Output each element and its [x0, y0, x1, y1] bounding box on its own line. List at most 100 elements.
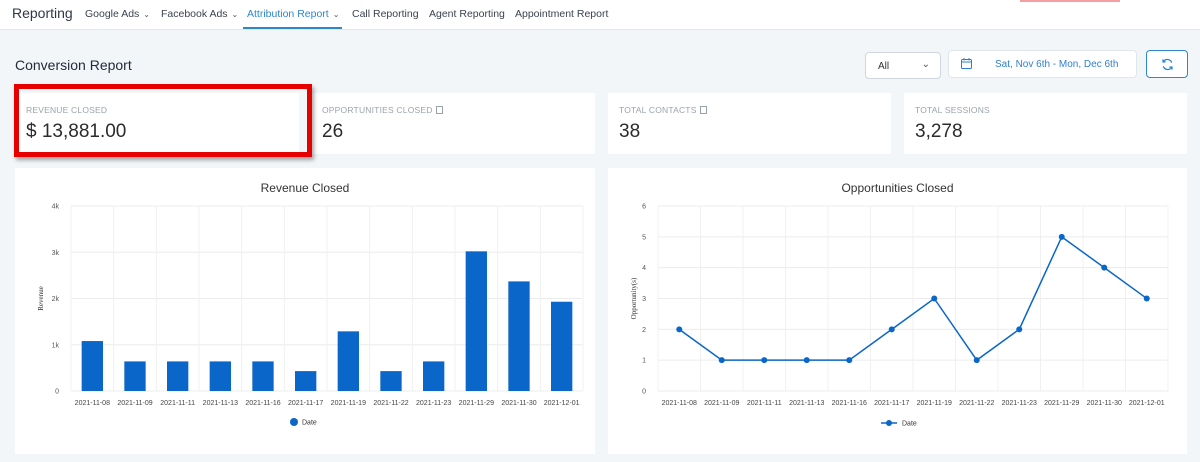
x-tick-label: 2021-11-08: [75, 400, 110, 407]
kpi-opportunities-closed: OPPORTUNITIES CLOSED 26: [311, 93, 595, 154]
filter-select[interactable]: All ⌄: [865, 52, 941, 79]
filter-select-value: All: [878, 61, 890, 72]
bar: [423, 361, 445, 391]
bar: [337, 331, 359, 391]
x-tick-label: 2021-11-11: [747, 400, 782, 407]
x-tick-label: 2021-11-09: [704, 400, 739, 407]
bar: [465, 251, 487, 391]
kpi-label-text: TOTAL SESSIONS: [915, 105, 990, 115]
kpi-label: OPPORTUNITIES CLOSED: [322, 105, 443, 115]
bar: [551, 301, 573, 391]
bar: [252, 361, 274, 391]
bar: [167, 361, 189, 391]
y-axis-label: Revenue: [37, 286, 45, 311]
y-tick-label: 3k: [52, 250, 60, 257]
x-tick-label: 2021-11-23: [416, 400, 451, 407]
legend-marker: [290, 418, 298, 426]
x-tick-label: 2021-11-17: [874, 400, 909, 407]
highlight-annotation-box: [14, 84, 312, 157]
x-tick-label: 2021-11-30: [501, 400, 536, 407]
data-point: [676, 326, 683, 333]
bar: [124, 361, 146, 391]
kpi-label: REVENUE CLOSED: [26, 105, 107, 115]
x-tick-label: 2021-11-29: [1044, 400, 1079, 407]
refresh-button[interactable]: [1146, 50, 1188, 78]
opportunities-line-chart: 0 1 2 3 4 5 6 2021-11-08 2021-11-09 2021-11-11 202…: [630, 204, 1169, 428]
data-point: [973, 357, 980, 364]
y-tick-label: 6: [642, 204, 646, 211]
opportunities-chart-panel: Opportunities Closed 0 1 2 3 4 5 6 2021-11-08 20…: [608, 168, 1187, 454]
series-line: [678, 235, 1148, 362]
document-icon[interactable]: [435, 106, 443, 114]
chart-title: Revenue Closed: [260, 181, 350, 195]
kpi-value: 26: [322, 121, 344, 142]
y-tick-label: 5: [642, 234, 646, 241]
kpi-value: 38: [619, 121, 641, 142]
data-point: [761, 357, 768, 364]
y-tick-label: 2k: [52, 296, 60, 303]
data-point: [803, 357, 810, 364]
x-tick-label: 2021-11-19: [331, 400, 366, 407]
nav-facebook-ads-label: Facebook Ads: [161, 8, 228, 20]
revenue-bar-chart: 0 1k 2k 3k 4k 2021-11-08 2021-11-09 2021-11-11 2…: [37, 204, 584, 427]
data-point: [888, 326, 895, 333]
bar: [209, 361, 231, 391]
legend-marker: [886, 420, 892, 426]
data-point: [1101, 264, 1108, 271]
x-tick-label: 2021-11-13: [789, 400, 824, 407]
chevron-down-icon: ⌄: [921, 59, 930, 70]
legend-label: Date: [902, 421, 917, 428]
nav-brand: Reporting: [12, 5, 73, 21]
data-point: [931, 295, 938, 302]
x-tick-label: 2021-11-09: [117, 400, 152, 407]
bar: [295, 371, 317, 391]
x-tick-label: 2021-11-23: [1002, 400, 1037, 407]
nav-attribution-report-label: Attribution Report: [247, 8, 329, 20]
data-point: [846, 357, 853, 364]
kpi-label-text: TOTAL CONTACTS: [619, 105, 697, 115]
nav-attribution-report[interactable]: Attribution Report ⌄: [247, 8, 339, 20]
chart-title: Opportunities Closed: [841, 181, 954, 195]
bar: [81, 341, 103, 391]
top-nav: Reporting Google Ads ⌄ Facebook Ads ⌄ Attr…: [0, 0, 1200, 30]
y-tick-label: 1: [642, 358, 646, 365]
document-icon[interactable]: [699, 106, 707, 114]
chevron-down-icon: ⌄: [332, 10, 340, 19]
nav-appointment-report[interactable]: Appointment Report: [515, 8, 608, 20]
x-tick-label: 2021-12-01: [544, 400, 580, 407]
nav-call-reporting[interactable]: Call Reporting: [352, 8, 419, 20]
chevron-down-icon: ⌄: [231, 10, 239, 19]
kpi-value: $ 13,881.00: [26, 121, 127, 142]
kpi-total-sessions: TOTAL SESSIONS 3,278: [904, 93, 1187, 154]
kpi-total-contacts: TOTAL CONTACTS 38: [608, 93, 891, 154]
nav-call-reporting-label: Call Reporting: [352, 8, 419, 20]
calendar-icon: [961, 58, 972, 72]
data-point: [1016, 326, 1023, 333]
y-tick-label: 0: [55, 389, 59, 396]
kpi-label: TOTAL CONTACTS: [619, 105, 707, 115]
date-range-picker[interactable]: Sat, Nov 6th - Mon, Dec 6th: [948, 50, 1137, 78]
y-tick-label: 3: [642, 296, 646, 303]
kpi-label: TOTAL SESSIONS: [915, 105, 990, 115]
revenue-chart-panel: Revenue Closed 0 1k 2k 3k 4k 2021-11-08 2021-1…: [15, 168, 595, 454]
x-tick-label: 2021-11-22: [959, 400, 994, 407]
nav-google-ads[interactable]: Google Ads ⌄: [85, 8, 150, 20]
nav-agent-reporting[interactable]: Agent Reporting: [429, 8, 505, 20]
kpi-revenue-closed: REVENUE CLOSED $ 13,881.00: [15, 93, 299, 154]
date-range-text: Sat, Nov 6th - Mon, Dec 6th: [995, 59, 1119, 70]
legend-label: Date: [302, 420, 317, 427]
kpi-label-text: REVENUE CLOSED: [26, 105, 108, 115]
nav-agent-reporting-label: Agent Reporting: [429, 8, 505, 20]
y-tick-label: 0: [642, 389, 646, 396]
bar: [508, 281, 530, 391]
x-tick-label: 2021-12-01: [1129, 400, 1165, 407]
x-tick-label: 2021-11-13: [203, 400, 238, 407]
nav-appointment-report-label: Appointment Report: [515, 8, 609, 20]
nav-facebook-ads[interactable]: Facebook Ads ⌄: [161, 8, 238, 20]
chevron-down-icon: ⌄: [143, 10, 150, 19]
page-title: Conversion Report: [15, 57, 132, 73]
nav-google-ads-label: Google Ads: [85, 8, 140, 20]
x-tick-label: 2021-11-22: [373, 400, 408, 407]
bar: [380, 371, 402, 391]
data-point: [1143, 295, 1150, 302]
